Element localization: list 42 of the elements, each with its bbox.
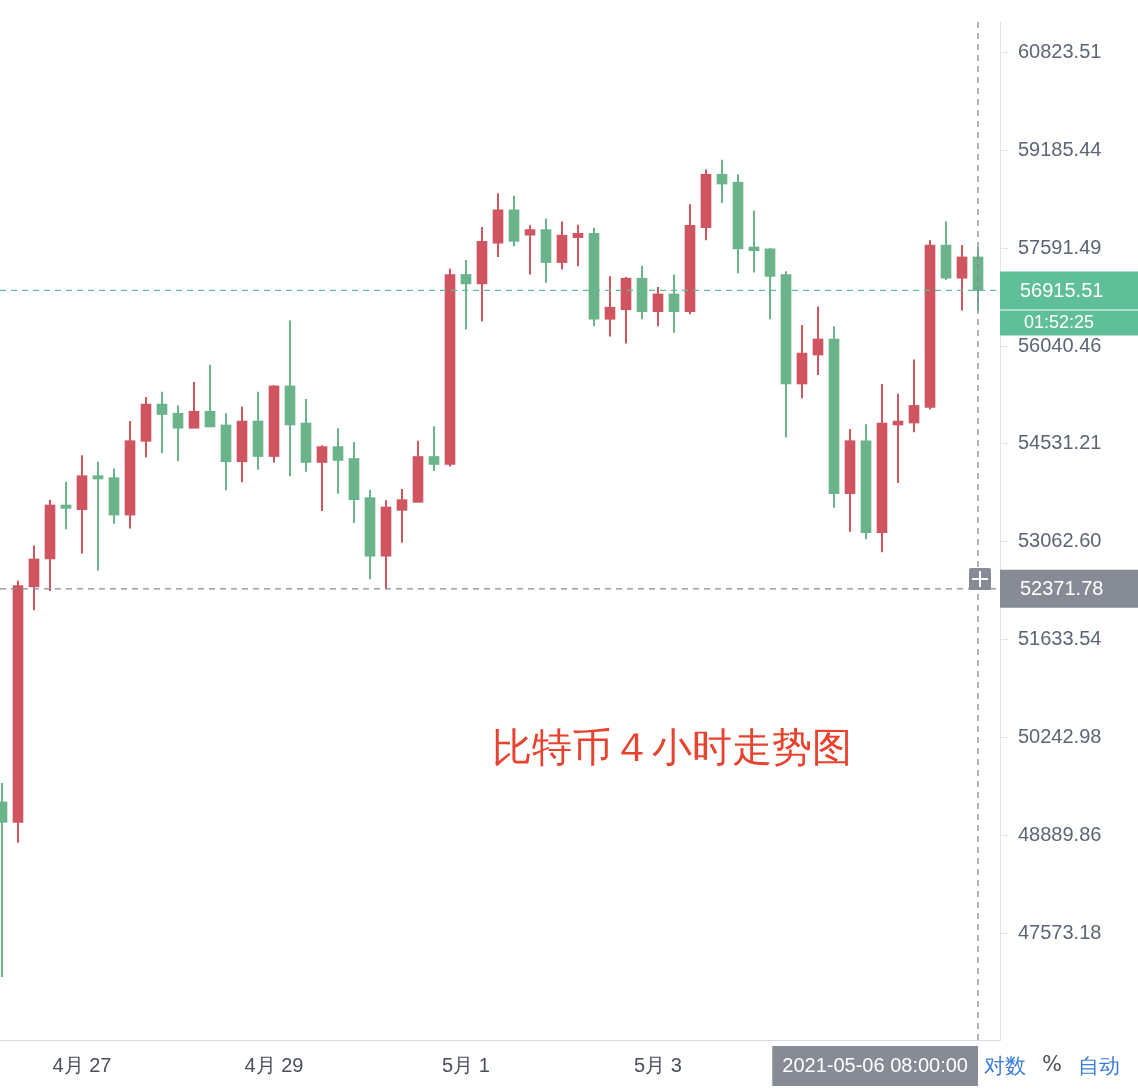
x-tick-label: 4月 27 <box>52 1053 112 1076</box>
candlestick <box>60 480 72 531</box>
candlestick <box>956 244 968 312</box>
y-tick-label: 47573.18 <box>1018 920 1102 943</box>
y-tick-label: 59185.44 <box>1018 137 1102 160</box>
candlestick <box>156 390 168 455</box>
y-tick-label: 57591.49 <box>1018 235 1102 258</box>
text: 01:52:25 <box>1024 312 1095 333</box>
x-tick-label: 4月 29 <box>244 1053 304 1076</box>
candlestick <box>204 363 216 428</box>
candlestick <box>460 259 472 331</box>
candlestick <box>652 286 664 328</box>
candlestick <box>316 444 328 513</box>
ref-line-label: 2021-05-06 08:00:00 <box>782 1053 968 1076</box>
candlestick <box>716 158 728 205</box>
candlestick <box>572 223 584 268</box>
text: 比特币４小时走势图 <box>492 724 852 771</box>
candlestick <box>604 275 616 338</box>
candlestick <box>396 488 408 544</box>
y-tick-label: 60823.51 <box>1018 39 1102 62</box>
y-tick-label: 50242.98 <box>1018 725 1102 748</box>
candlestick <box>812 305 824 376</box>
candlestick <box>908 358 920 434</box>
candlestick <box>668 273 680 334</box>
candlestick <box>524 224 536 276</box>
candlestick <box>188 381 200 430</box>
text: 自动 <box>1077 1053 1120 1080</box>
y-tick-label: 51633.54 <box>1018 627 1102 650</box>
candlestick <box>92 460 104 572</box>
ref-line-label: 56915.51 <box>1020 278 1104 301</box>
y-tick-label: 53062.60 <box>1018 529 1102 552</box>
y-tick-label: 56040.46 <box>1018 333 1102 356</box>
text: % <box>1042 1052 1062 1078</box>
x-tick-label: 5月 3 <box>634 1053 682 1076</box>
text: 对数 <box>984 1053 1026 1080</box>
candlestick <box>428 425 440 473</box>
candlestick <box>332 427 344 495</box>
y-tick-label: 54531.21 <box>1018 431 1102 454</box>
x-tick-label: 5月 1 <box>442 1053 490 1076</box>
y-tick-label: 48889.86 <box>1018 823 1102 846</box>
ref-line-label: 52371.78 <box>1020 577 1104 600</box>
candlestick <box>172 404 184 463</box>
